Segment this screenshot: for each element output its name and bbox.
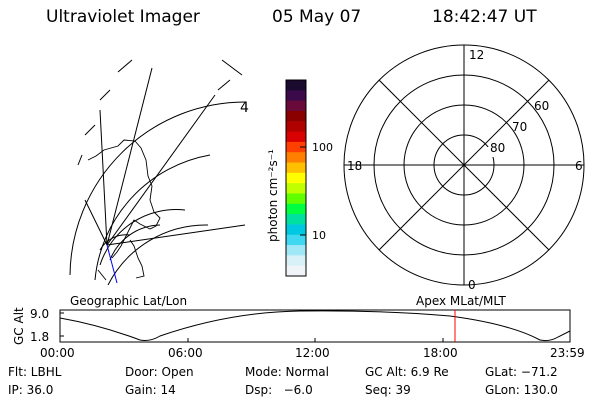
alt-ytick-1: 1.8 [30,330,49,344]
info-door: Door: Open [125,365,194,379]
arc-segment-2 [99,89,111,101]
alt-xtick-1200: 12:00 [295,346,330,360]
time-label: 18:42:47 UT [432,7,537,27]
colorbar-cell [286,183,306,194]
colorbar-cell [286,265,306,277]
altitude-curve [59,310,571,342]
mlt-label-12: 12 [469,48,484,62]
polar-plot [343,44,585,286]
colorbar-cell [286,110,306,122]
altitude-plot [59,309,571,343]
info-ip: IP: 36.0 [8,383,54,397]
alt-xtick-0600: 06:00 [168,346,203,360]
lat-circle-3 [107,224,209,286]
info-filter: Flt: LBHL [8,365,62,379]
imager-title: Ultraviolet Imager [46,7,200,27]
meridian-5 [84,199,108,246]
info-gc-alt: GC Alt: 6.9 Re [365,365,449,379]
info-glon: GLon: 130.0 [485,383,558,397]
colorbar-cell [286,162,306,174]
colorbar-cell [286,80,306,91]
orbit-track [106,244,118,284]
alt-ytick-9: 9.0 [30,307,49,321]
info-seq: Seq: 39 [365,383,411,397]
colorbar-cell [286,214,306,225]
coastline-3 [97,269,107,281]
arc-segment-5 [221,59,243,76]
info-glat: GLat: −71.2 [485,365,558,379]
colorbar-cell [286,100,306,112]
colorbar-label: photon cm⁻²s⁻¹ [266,149,280,242]
arc-segment-3 [84,124,96,136]
meridian-2 [106,94,216,246]
colorbar-cell [286,141,306,153]
alt-xtick-2359: 23:59 [550,346,585,360]
arc-segment-1 [117,59,133,73]
lat-circle-2 [94,154,211,281]
mlt-label-0: 0 [468,278,476,292]
colorbar-tick-10: 10 [312,229,326,242]
lat-label-60: 60 [534,99,549,113]
colorbar-cell [286,90,306,102]
lat-label-80: 80 [490,141,505,155]
colorbar-cell [286,131,306,143]
arc-segment-4 [77,154,83,166]
meridian-4 [99,109,108,246]
geographic-label: Geographic Lat/Lon [70,294,187,308]
info-mode: Mode: Normal [245,365,329,379]
mlt-label-6: 6 [575,159,583,173]
colorbar-cell [286,152,306,164]
info-gain: Gain: 14 [125,383,176,397]
colorbar-cell [286,172,306,184]
meridian-1 [106,224,246,246]
coastline-2 [129,239,145,279]
lat-label-70: 70 [512,120,527,134]
alt-xtick-0000: 00:00 [40,346,75,360]
lat-circle-outer [69,101,246,276]
geographic-map [69,59,246,286]
map-partial-label: 4 [240,100,249,116]
colorbar-cell [286,193,306,205]
meridian-3 [106,67,153,246]
mlt-label-18: 18 [347,159,362,173]
arc-segment-6 [217,79,231,91]
polar-diag-2 [378,79,550,251]
alt-xtick-1800: 18:00 [423,346,458,360]
colorbar-cell [286,121,306,133]
colorbar-cell [286,203,306,215]
apex-label: Apex MLat/MLT [416,294,506,308]
alt-ylabel: GC Alt [12,307,26,345]
info-dsp: Dsp: −6.0 [245,383,313,397]
date-label: 05 May 07 [272,7,362,27]
coastline [87,139,161,259]
colorbar-cell [286,224,306,236]
colorbar-tick-100: 100 [312,141,333,154]
colorbar-cell [286,245,306,256]
colorbar-cell [286,234,306,246]
colorbar: 100 10 photon cm⁻²s⁻¹ [266,79,333,277]
colorbar-cell [286,255,306,267]
